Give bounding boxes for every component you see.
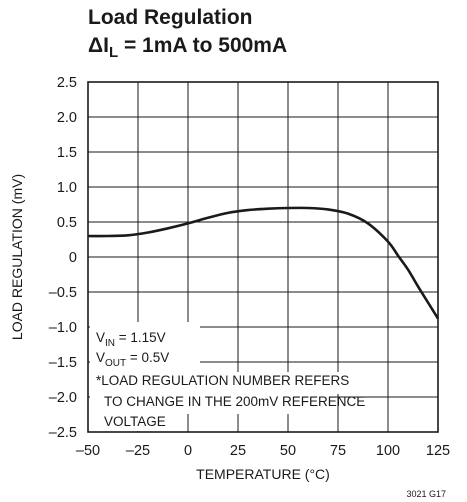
- series-line: [87, 206, 440, 320]
- x-tick-label: 75: [330, 443, 346, 459]
- y-tick-label: 0.5: [57, 215, 77, 231]
- x-axis-label: TEMPERATURE (°C): [196, 466, 330, 482]
- x-tick-label: 100: [376, 443, 400, 459]
- title-delta-i: ΔI: [88, 34, 109, 57]
- y-tick-label: 2.5: [57, 75, 77, 91]
- x-tick-label: 0: [184, 443, 192, 459]
- figure-id: 3021 G17: [406, 489, 446, 499]
- annotation-bg-voltages: [90, 322, 200, 372]
- annotation-bg-note1: [90, 372, 358, 394]
- x-tick-label: –50: [76, 443, 100, 459]
- annotation-bg-note3: [90, 414, 178, 431]
- y-tick-label: 1.0: [57, 180, 77, 196]
- annotation-note-line3: VOLTAGE: [104, 414, 166, 429]
- y-tick-label: 0: [69, 250, 77, 266]
- x-tick-label: 25: [230, 443, 246, 459]
- plot-frame: [87, 81, 439, 433]
- chart-title-line1: Load Regulation: [88, 6, 253, 29]
- x-tick-label: 50: [280, 443, 296, 459]
- chart-title-line2: ΔIL = 1mA to 500mA: [88, 34, 287, 61]
- y-tick-label: 1.5: [57, 145, 77, 161]
- y-tick-label: –2.5: [49, 425, 77, 441]
- y-tick-labels: 2.5 2.0 1.5 1.0 0.5 0 –0.5 –1.0 –1.5 –2.0 –2.5: [49, 75, 77, 441]
- annotation-bg-note2: [90, 394, 333, 414]
- y-tick-label: –0.5: [49, 285, 77, 301]
- x-tick-label: –25: [126, 443, 150, 459]
- title-range: = 1mA to 500mA: [118, 34, 287, 57]
- annotation-vin: VIN = 1.15V: [96, 330, 166, 349]
- x-tick-label: 125: [426, 443, 450, 459]
- y-tick-label: 2.0: [57, 110, 77, 126]
- y-tick-label: –1.5: [49, 355, 77, 371]
- y-tick-label: –1.0: [49, 320, 77, 336]
- y-axis-label: LOAD REGULATION (mV): [9, 174, 25, 340]
- title-subscript: L: [109, 44, 118, 61]
- annotation-note-line2: TO CHANGE IN THE 200mV REFERENCE: [104, 394, 365, 409]
- x-tick-labels: –50 –25 0 25 50 75 100 125: [76, 443, 450, 459]
- y-tick-label: –2.0: [49, 390, 77, 406]
- annotation-note-line1: *LOAD REGULATION NUMBER REFERS: [96, 373, 349, 388]
- annotation-vout: VOUT = 0.5V: [96, 350, 169, 369]
